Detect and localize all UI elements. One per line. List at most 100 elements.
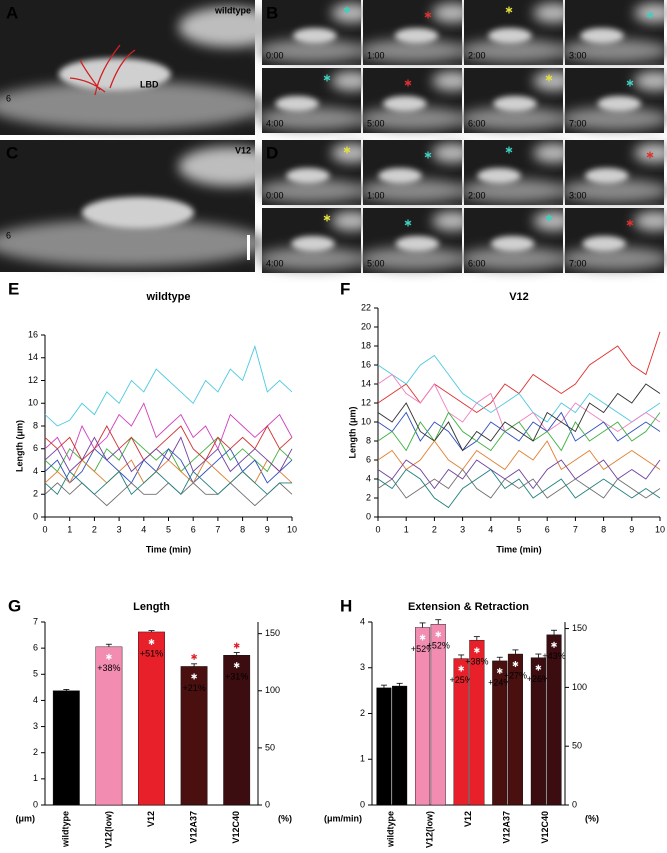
cell-body: [257, 39, 366, 63]
cell-body: [378, 167, 422, 184]
series-line: [44, 448, 293, 484]
asterisk: [148, 638, 155, 645]
cell-body: [493, 95, 537, 112]
cell-body: [331, 3, 371, 23]
asterisk-stroke: [551, 642, 557, 647]
bar: [138, 631, 165, 806]
cell-body: [358, 39, 467, 63]
time-label: 5:00: [367, 258, 385, 268]
series-line: [377, 468, 661, 509]
x-tick-label: 9: [629, 524, 634, 534]
x-tick-label: 9: [265, 524, 270, 534]
x-tick-label: 0: [42, 524, 47, 534]
cell-body: [560, 179, 667, 203]
y-tick-label: 2: [366, 492, 371, 502]
asterisk-stroke: [535, 665, 542, 670]
error-bar: [458, 654, 465, 659]
series-line: [377, 383, 661, 452]
cell-body: [291, 235, 335, 252]
cell-body: [533, 71, 573, 91]
series-line: [44, 436, 293, 473]
cell-body: [331, 211, 371, 231]
change-label: +27%: [504, 670, 527, 680]
x-tick-label: 4: [141, 524, 146, 534]
x-tick-label: 2: [432, 524, 437, 534]
cell-body: [560, 107, 667, 131]
cell-body: [257, 247, 366, 271]
asterisk: [191, 653, 198, 660]
error-bar: [233, 652, 240, 656]
error-bar: [380, 684, 387, 688]
x-tick-label: 6: [191, 524, 196, 534]
series-line: [377, 440, 661, 471]
cell-body: [81, 196, 195, 229]
y-tick-label: 6: [366, 454, 371, 464]
cell-body: [257, 107, 366, 131]
asterisk: [424, 151, 432, 159]
cell-body: [178, 146, 281, 187]
change-label: +21%: [182, 683, 205, 693]
asterisk-stroke: [545, 215, 553, 221]
error-bar: [496, 656, 503, 661]
asterisk: [419, 634, 426, 641]
cell-body: [0, 81, 268, 130]
y-tick-label: 0: [366, 511, 371, 521]
cell-body: [477, 167, 521, 184]
asterisk: [545, 74, 553, 82]
y-tick-label: 3: [33, 721, 38, 731]
x-axis-label: Time (min): [146, 544, 191, 554]
y-tick-label: 3: [360, 662, 365, 672]
change-label: +26%: [527, 674, 550, 684]
y-tick-label: 16: [361, 359, 371, 369]
asterisk: [512, 661, 519, 668]
time-label: 3:00: [569, 190, 587, 200]
x-tick-label: 8: [601, 524, 606, 534]
panel-letter: C: [6, 143, 18, 162]
cell-body: [488, 27, 532, 44]
y-tick-label: 22: [361, 302, 371, 312]
asterisk-stroke: [505, 147, 513, 153]
y-tick-label: 8: [33, 420, 38, 430]
asterisk-stroke: [419, 635, 426, 640]
series-line: [44, 470, 292, 496]
cell-body: [560, 39, 667, 63]
asterisk-stroke: [191, 674, 198, 679]
cell-body: [490, 235, 535, 252]
x-tick-label: 7: [215, 524, 220, 534]
error-bar: [419, 622, 426, 628]
asterisk-stroke: [545, 75, 553, 81]
asterisk: [646, 11, 654, 19]
y-tick-label: 4: [33, 466, 38, 476]
x-tick-label: V12: [463, 811, 473, 827]
y-tick-label: 8: [366, 435, 371, 445]
y-tick-label: 12: [361, 397, 371, 407]
y-tick-label: 2: [33, 747, 38, 757]
cell-body: [358, 107, 467, 131]
x-tick-label: V12(low): [103, 811, 113, 848]
asterisk-stroke: [626, 80, 634, 86]
chart-title: Length: [133, 601, 170, 613]
cell-body: [358, 179, 467, 203]
y2-tick-label: 50: [572, 741, 582, 751]
cell-body: [459, 39, 568, 63]
y-tick-label: 6: [33, 643, 38, 653]
asterisk: [545, 214, 553, 222]
panel-corner: 6: [6, 230, 11, 240]
series-name: retraction: [394, 763, 404, 801]
asterisk-stroke: [233, 663, 240, 668]
x-tick-label: 8: [240, 524, 245, 534]
chart-title: Extension & Retraction: [408, 601, 529, 613]
asterisk: [435, 631, 442, 638]
change-label: +51%: [140, 648, 163, 658]
error-bar: [473, 636, 480, 641]
cell-body: [580, 27, 624, 44]
x-tick-label: V12C40: [231, 811, 241, 844]
series-line: [44, 436, 293, 473]
y-tick-label: 1: [33, 773, 38, 783]
cell-body: [293, 27, 337, 44]
panel-letter: D: [266, 143, 278, 162]
cell-body: [286, 167, 330, 184]
series-line: [377, 459, 661, 490]
cell-body: [257, 179, 366, 203]
